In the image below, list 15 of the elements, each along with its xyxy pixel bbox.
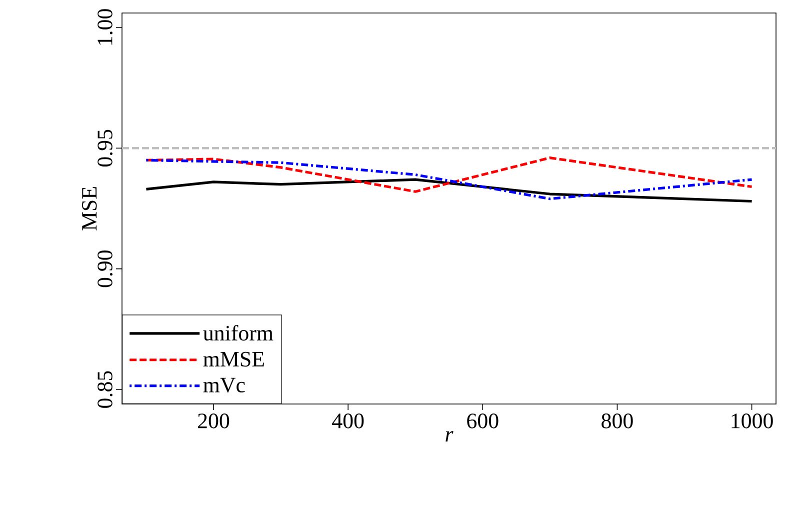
legend-label: mVc: [203, 378, 245, 393]
legend-label: mMSE: [203, 352, 264, 367]
y-tick-label: 1.00: [98, 9, 112, 45]
x-tick-label: 1000: [732, 414, 773, 428]
x-tick-label: 600: [467, 414, 498, 428]
y-tick-label: 0.85: [98, 371, 112, 408]
y-tick-label: 0.95: [98, 130, 112, 167]
x-tick-label: 800: [602, 414, 633, 428]
legend-label: uniform: [203, 324, 274, 341]
y-axis-title: MSE: [82, 187, 97, 230]
x-tick-label: 400: [332, 414, 364, 428]
x-axis-title: r: [446, 431, 454, 442]
line-series: [144, 178, 754, 203]
y-tick-label: 0.90: [98, 250, 112, 288]
x-tick-label: 200: [198, 414, 230, 428]
